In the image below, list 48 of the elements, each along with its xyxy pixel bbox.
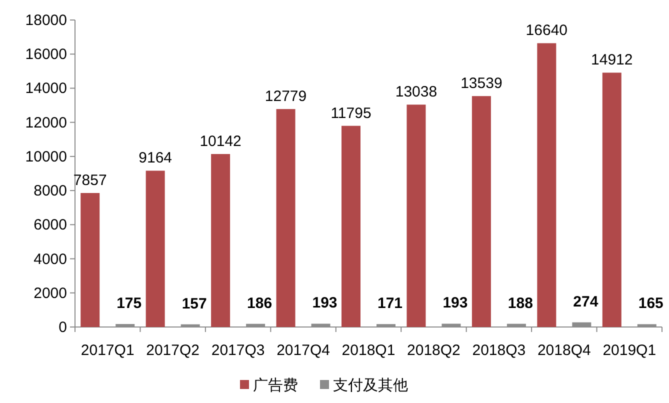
data-label: 10142 [200,133,242,150]
y-tick-label: 4000 [34,250,67,268]
data-label: 13539 [460,75,502,92]
y-tick-label: 14000 [25,80,67,98]
x-tick-label: 2018Q4 [537,342,591,359]
x-tick-label: 2018Q3 [472,342,526,359]
data-label: 9164 [138,150,172,167]
y-tick-label: 8000 [34,182,67,200]
data-label: 171 [377,295,403,312]
data-label: 13038 [395,84,438,101]
y-tick-label: 18000 [25,12,67,29]
data-label: 165 [638,295,664,312]
x-tick-label: 2017Q1 [80,342,134,359]
bar [537,43,556,327]
y-tick-label: 10000 [25,148,67,166]
x-tick-label: 2019Q1 [602,342,656,359]
data-label: 157 [182,295,207,312]
data-label: 16640 [526,22,568,40]
bar [602,72,622,327]
y-tick-label: 0 [58,319,67,336]
x-tick-label: 2017Q2 [146,342,200,359]
data-label: 11795 [330,104,372,122]
legend-label: 支付及其他 [333,377,408,394]
data-label: 274 [573,293,599,310]
bar [472,96,491,327]
data-label: 193 [442,294,468,312]
y-tick-label: 2000 [34,284,67,302]
data-label: 186 [247,294,272,312]
bar [276,109,296,327]
data-label: 188 [508,294,533,312]
bar [80,192,100,327]
data-label: 7857 [73,172,107,189]
data-label: 12779 [264,88,307,106]
y-tick-label: 6000 [34,216,67,234]
legend-label: 广告费 [253,377,298,394]
bar [146,170,165,327]
y-tick-label: 12000 [25,114,67,132]
x-tick-label: 2017Q3 [211,342,265,359]
y-tick-label: 16000 [25,46,67,64]
bar [211,154,230,327]
data-label: 14912 [591,52,633,69]
x-tick-label: 2018Q2 [407,342,460,359]
bar [406,104,426,327]
x-tick-label: 2018Q1 [342,342,396,359]
bar [342,126,360,327]
data-label: 175 [116,295,142,312]
data-label: 193 [312,294,338,312]
x-tick-label: 2017Q4 [276,342,330,359]
